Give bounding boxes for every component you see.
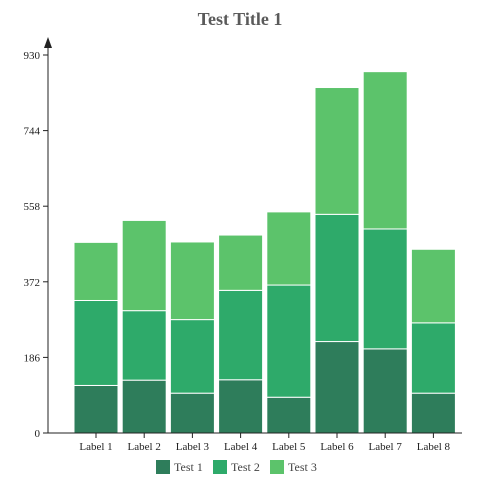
x-tick-label: Label 2 (128, 441, 161, 453)
bar-segment (169, 319, 215, 394)
y-tick-label: 744 (24, 126, 41, 138)
bar-segment (362, 228, 408, 350)
y-axis-arrow-icon (44, 37, 52, 48)
axes-layer (44, 37, 462, 434)
y-tick-label: 186 (24, 352, 41, 364)
x-tick-label: Label 4 (224, 441, 258, 453)
x-tick-label: Label 6 (320, 441, 354, 453)
legend-swatch (156, 460, 170, 474)
bar-segment (121, 379, 167, 434)
bar-segment (73, 241, 119, 301)
bar-segment (169, 241, 215, 321)
x-tick-label: Label 3 (176, 441, 210, 453)
bar-segment (314, 87, 360, 215)
bar-segment (218, 379, 264, 434)
bar-segment (362, 71, 408, 230)
legend-label: Test 2 (231, 460, 260, 474)
bar-segment (73, 300, 119, 386)
bar-segment (410, 322, 456, 394)
bar-segment (314, 341, 360, 434)
bar-segment (314, 213, 360, 343)
bar-segment (266, 396, 312, 434)
bar-segment (410, 248, 456, 324)
bar-segment (218, 289, 264, 381)
bar-segment (169, 392, 215, 434)
bar-segment (266, 211, 312, 286)
bar-segment (266, 284, 312, 398)
bar-segment (121, 310, 167, 381)
bar-segment (362, 348, 408, 434)
bar-segment (121, 219, 167, 312)
bar-segment (73, 384, 119, 434)
y-tick-label: 930 (24, 50, 41, 62)
legend-label: Test 3 (288, 460, 317, 474)
legend-swatch (270, 460, 284, 474)
x-tick-label: Label 7 (369, 441, 403, 453)
y-ticks: 0 186 372 558 744 930 (24, 50, 48, 440)
y-tick-label: 558 (24, 201, 41, 213)
y-tick-label: 0 (35, 428, 41, 440)
x-tick-label: Label 1 (79, 441, 112, 453)
bar-segment (410, 392, 456, 434)
legend-label: Test 1 (174, 460, 203, 474)
bar-segment (218, 234, 264, 291)
chart-title: Test Title 1 (198, 9, 283, 29)
legend-swatch (213, 460, 227, 474)
x-tick-label: Label 8 (417, 441, 451, 453)
x-tick-label: Label 5 (272, 441, 306, 453)
x-ticks: Label 1 Label 2 Label 3 Label 4 Label 5 Label… (79, 433, 451, 453)
y-tick-label: 372 (24, 277, 41, 289)
bars-layer (73, 71, 456, 434)
legend: Test 1 Test 2 Test 3 (156, 460, 317, 474)
